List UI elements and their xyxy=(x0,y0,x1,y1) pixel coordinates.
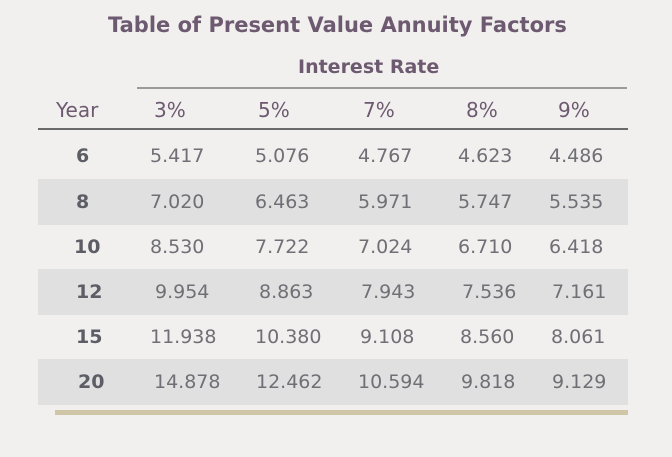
factor-cell: 10.594 xyxy=(358,371,425,393)
factor-cell: 5.076 xyxy=(255,145,310,167)
factor-cell: 4.486 xyxy=(549,145,604,167)
factor-cell: 5.971 xyxy=(358,191,413,213)
factor-cell: 7.161 xyxy=(552,281,607,303)
rate-7-column-header: 7% xyxy=(363,98,395,122)
factor-cell: 8.530 xyxy=(150,236,205,258)
factor-cell: 8.863 xyxy=(259,281,314,303)
factor-cell: 6.418 xyxy=(549,236,604,258)
table-row: 6 5.417 5.076 4.767 4.623 4.486 xyxy=(38,133,628,179)
table-row: 15 11.938 10.380 9.108 8.560 8.061 xyxy=(38,314,628,360)
factor-cell: 7.020 xyxy=(150,191,205,213)
factor-cell: 6.463 xyxy=(255,191,310,213)
factor-cell: 9.108 xyxy=(360,326,415,348)
factor-cell: 8.061 xyxy=(551,326,606,348)
factor-cell: 5.747 xyxy=(458,191,513,213)
factor-cell: 7.536 xyxy=(462,281,517,303)
interest-rate-header: Interest Rate xyxy=(298,56,440,78)
column-header-row: Year 3% 5% 7% 8% 9% xyxy=(38,96,628,128)
factor-cell: 7.024 xyxy=(358,236,413,258)
factor-cell: 4.767 xyxy=(358,145,413,167)
factor-cell: 6.710 xyxy=(458,236,513,258)
year-cell: 12 xyxy=(76,281,103,303)
factor-cell: 5.417 xyxy=(150,145,205,167)
factor-cell: 4.623 xyxy=(458,145,513,167)
header-rule xyxy=(38,128,628,130)
table-title: Table of Present Value Annuity Factors xyxy=(108,13,567,37)
year-column-header: Year xyxy=(56,98,99,122)
table-row: 10 8.530 7.722 7.024 6.710 6.418 xyxy=(38,224,628,270)
factor-cell: 5.535 xyxy=(549,191,604,213)
factor-cell: 8.560 xyxy=(460,326,515,348)
bottom-rule xyxy=(55,410,628,415)
factor-cell: 9.954 xyxy=(155,281,210,303)
year-cell: 20 xyxy=(78,371,105,393)
year-cell: 10 xyxy=(74,236,101,258)
factor-cell: 10.380 xyxy=(255,326,322,348)
factor-cell: 7.943 xyxy=(361,281,416,303)
table-row: 20 14.878 12.462 10.594 9.818 9.129 xyxy=(38,359,628,405)
table-row: 8 7.020 6.463 5.971 5.747 5.535 xyxy=(38,179,628,225)
year-cell: 15 xyxy=(76,326,103,348)
factor-cell: 9.818 xyxy=(461,371,516,393)
table-row: 12 9.954 8.863 7.943 7.536 7.161 xyxy=(38,269,628,315)
factor-cell: 14.878 xyxy=(154,371,221,393)
rate-8-column-header: 8% xyxy=(466,98,498,122)
rate-3-column-header: 3% xyxy=(154,98,186,122)
factor-cell: 12.462 xyxy=(256,371,323,393)
rate-9-column-header: 9% xyxy=(558,98,590,122)
factor-cell: 9.129 xyxy=(552,371,607,393)
factor-cell: 7.722 xyxy=(255,236,310,258)
year-cell: 6 xyxy=(76,145,90,167)
year-cell: 8 xyxy=(76,191,90,213)
interest-rate-rule xyxy=(137,87,627,89)
factor-cell: 11.938 xyxy=(150,326,217,348)
rate-5-column-header: 5% xyxy=(258,98,290,122)
